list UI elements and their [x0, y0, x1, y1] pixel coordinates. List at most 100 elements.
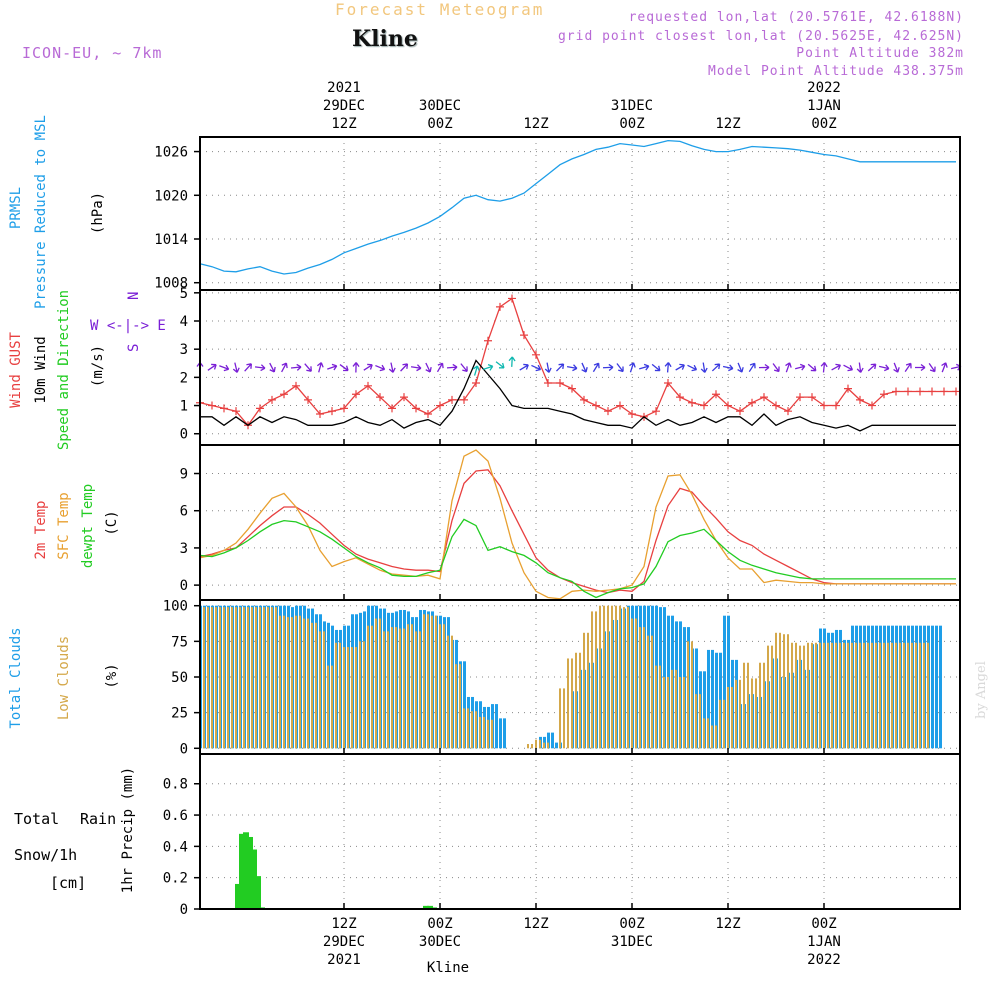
temp-units: (C) — [104, 510, 120, 535]
gust-marker — [904, 387, 912, 396]
bar-total-clouds — [463, 661, 466, 749]
wind-arrow — [737, 362, 744, 373]
wind-arrow — [856, 362, 864, 373]
wind-arrow-shape — [281, 362, 288, 373]
x-bottom-label: 00Z — [619, 916, 644, 932]
chart-title: Forecast Meteogram — [335, 0, 545, 19]
wind-arrow-shape — [327, 363, 338, 371]
bar-low-clouds — [775, 632, 777, 749]
bar-total-clouds — [727, 615, 730, 749]
gust-marker — [208, 401, 216, 410]
bar-low-clouds — [719, 699, 721, 749]
bar-low-clouds — [575, 652, 577, 749]
x-bottom-label: 12Z — [331, 916, 356, 932]
y-tick-label: 9 — [180, 467, 188, 483]
gust-marker — [664, 379, 672, 387]
wind-arrow — [352, 362, 360, 373]
bar-low-clouds — [827, 642, 829, 749]
wind-arrow — [473, 365, 480, 376]
bar-low-clouds — [895, 642, 897, 749]
wind-arrow — [807, 363, 817, 372]
gust-marker — [376, 393, 384, 402]
wind-arrow — [375, 364, 386, 372]
series-line-dewpt-temp — [199, 518, 956, 599]
wind-speed-dir-label: Speed and Direction — [56, 290, 72, 450]
bar-low-clouds — [867, 642, 869, 749]
bar-low-clouds — [239, 607, 241, 749]
wind-arrow — [581, 362, 588, 373]
gust-marker — [532, 350, 540, 359]
bar-low-clouds — [727, 686, 729, 749]
wind-arrow — [316, 362, 324, 373]
bar-total-clouds — [555, 742, 558, 749]
bar-total-clouds — [931, 625, 934, 749]
wind-arrow-shape — [460, 363, 468, 373]
gust-marker — [304, 395, 312, 404]
gust-marker — [760, 393, 768, 402]
model-name: ICON-EU, ~ 7km — [22, 44, 163, 62]
bar-low-clouds — [299, 615, 301, 749]
x-bottom-label: 12Z — [523, 916, 548, 932]
bar-low-clouds — [563, 688, 565, 749]
gust-marker — [340, 404, 348, 413]
wind-arrow-shape — [592, 362, 600, 373]
wind-arrow-shape — [737, 362, 744, 373]
gust-marker — [232, 407, 240, 416]
bar-low-clouds — [471, 711, 473, 749]
wind-arrow — [928, 363, 936, 373]
bar-rain — [239, 833, 245, 909]
wind-arrow-shape — [400, 363, 409, 372]
gust-marker — [748, 398, 756, 407]
wind-arrow-shape — [629, 362, 636, 373]
y-tick-label: 6 — [180, 504, 188, 520]
bar-total-clouds — [723, 615, 726, 749]
wind-arrow — [616, 363, 624, 373]
bar-low-clouds — [859, 642, 861, 749]
clouds-low-label: Low Clouds — [56, 636, 72, 720]
gust-marker — [592, 401, 600, 410]
wind-arrow — [508, 356, 516, 367]
bar-low-clouds — [639, 627, 641, 749]
bar-low-clouds — [815, 642, 817, 749]
bar-low-clouds — [235, 607, 237, 749]
compass-south: S — [126, 344, 142, 352]
bar-low-clouds — [891, 642, 893, 749]
wind-arrow-shape — [722, 364, 734, 372]
x-top-label: 30DEC — [419, 98, 461, 114]
bar-low-clouds — [871, 642, 873, 749]
gust-marker — [628, 410, 636, 418]
bar-low-clouds — [899, 642, 901, 749]
temp-2m-label: 2m Temp — [33, 500, 49, 559]
gust-marker — [424, 410, 432, 418]
bar-low-clouds — [303, 618, 305, 749]
bar-low-clouds — [419, 631, 421, 749]
bar-low-clouds — [723, 699, 725, 749]
bar-low-clouds — [211, 607, 213, 749]
bar-low-clouds — [567, 658, 569, 749]
wind-arrow-shape — [339, 364, 349, 372]
y-tick-label: 1014 — [154, 232, 188, 248]
wind-arrow-shape — [316, 362, 324, 373]
bar-low-clouds — [823, 642, 825, 749]
gust-marker — [712, 390, 720, 399]
panel-frame-temperature — [199, 444, 961, 601]
y-tick-label: 25 — [171, 706, 188, 722]
bar-low-clouds — [203, 607, 205, 749]
bar-low-clouds — [791, 642, 793, 749]
gust-marker — [820, 401, 828, 410]
wind-arrow — [904, 362, 912, 372]
grid-point-coords: grid point closest lon,lat (20.5625E, 42… — [557, 29, 964, 44]
bar-low-clouds — [759, 662, 761, 749]
bar-low-clouds — [475, 711, 477, 749]
bar-low-clouds — [747, 662, 749, 749]
wind-arrow — [436, 362, 444, 373]
x-top-label: 12Z — [715, 116, 740, 132]
bar-low-clouds — [339, 642, 341, 749]
model-point-altitude: Model Point Altitude 438.375m — [708, 64, 964, 79]
bar-low-clouds — [527, 744, 529, 749]
bar-low-clouds — [275, 607, 277, 749]
wind-arrow-shape — [687, 364, 698, 372]
clouds-units: (%) — [104, 663, 120, 688]
wind-arrow-shape — [363, 363, 373, 371]
wind-arrow-shape — [544, 362, 552, 373]
